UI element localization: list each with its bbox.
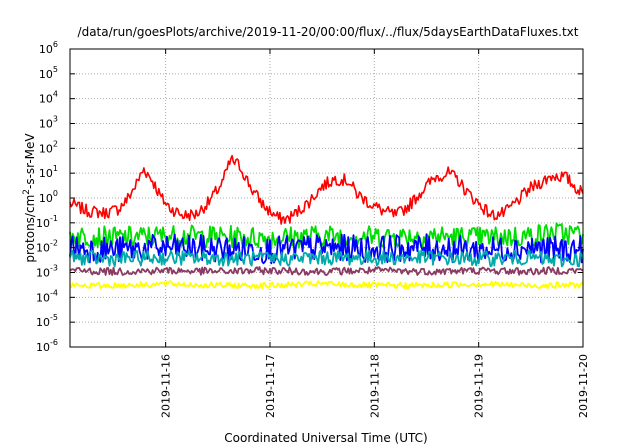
- y-tick-label: 102: [39, 139, 58, 155]
- x-tick-label: 2019-11-18: [368, 354, 381, 418]
- y-tick-label: 10-1: [36, 214, 58, 230]
- y-tick-base: 10: [36, 341, 50, 354]
- y-tick-label: 104: [39, 90, 58, 106]
- x-axis-ticks: 2019-11-16 2019-11-17 2019-11-18 2019-11-19…: [160, 49, 590, 418]
- y-tick-base: 10: [36, 217, 50, 230]
- y-tick-exponent: -4: [50, 288, 58, 297]
- data-series: [69, 154, 584, 290]
- y-axis-ticks: 10-610-510-410-310-210-11001011021031041…: [36, 40, 583, 354]
- y-tick-label: 101: [39, 164, 58, 180]
- y-tick-label: 10-5: [36, 313, 58, 329]
- y-tick-exponent: -3: [50, 264, 58, 273]
- x-tick-label: 2019-11-17: [264, 354, 277, 418]
- y-tick-label: 10-6: [36, 338, 58, 354]
- y-tick-exponent: 2: [53, 139, 58, 148]
- y-axis-label: protons/cm2-s-sr-MeV: [22, 133, 37, 263]
- y-tick-base: 10: [39, 167, 53, 180]
- y-tick-exponent: 6: [53, 40, 58, 49]
- chart-title: /data/run/goesPlots/archive/2019-11-20/0…: [78, 25, 579, 39]
- y-tick-base: 10: [36, 267, 50, 280]
- y-tick-label: 103: [39, 115, 58, 131]
- y-tick-exponent: 0: [53, 189, 58, 198]
- y-axis-label-base: protons/cm: [23, 195, 37, 263]
- y-tick-exponent: 5: [53, 65, 58, 74]
- y-tick-exponent: -5: [50, 313, 58, 322]
- grid-lines: [70, 49, 584, 347]
- y-tick-exponent: -1: [50, 214, 58, 223]
- series-line: [69, 280, 584, 290]
- y-tick-exponent: 4: [53, 90, 58, 99]
- y-tick-base: 10: [39, 142, 53, 155]
- series-line: [69, 154, 584, 225]
- y-tick-label: 105: [39, 65, 58, 81]
- y-axis-label-rest: -s-sr-MeV: [23, 133, 37, 189]
- y-tick-base: 10: [36, 291, 50, 304]
- x-tick-label: 2019-11-16: [160, 354, 173, 418]
- x-axis-label: Coordinated Universal Time (UTC): [224, 431, 427, 445]
- y-tick-base: 10: [36, 316, 50, 329]
- plot-frame: [69, 48, 584, 348]
- y-tick-label: 10-3: [36, 264, 58, 280]
- y-tick-label: 10-4: [36, 288, 58, 304]
- x-tick-label: 2019-11-19: [473, 354, 486, 418]
- y-tick-exponent: -6: [50, 338, 58, 347]
- y-tick-exponent: -2: [50, 239, 58, 248]
- y-tick-base: 10: [39, 93, 53, 106]
- y-tick-label: 100: [39, 189, 58, 205]
- series-line: [69, 266, 584, 277]
- y-tick-exponent: 1: [53, 164, 58, 173]
- series-line: [69, 249, 584, 268]
- series-line: [69, 222, 584, 250]
- x-tick-label: 2019-11-20: [577, 354, 590, 418]
- y-tick-base: 10: [39, 68, 53, 81]
- y-tick-base: 10: [39, 43, 53, 56]
- y-tick-base: 10: [39, 192, 53, 205]
- y-tick-base: 10: [39, 118, 53, 131]
- y-tick-exponent: 3: [53, 115, 58, 124]
- y-tick-base: 10: [36, 242, 50, 255]
- series-line: [69, 233, 584, 265]
- y-axis-label-sup: 2: [22, 189, 32, 195]
- y-tick-label: 106: [39, 40, 58, 56]
- y-tick-label: 10-2: [36, 239, 58, 255]
